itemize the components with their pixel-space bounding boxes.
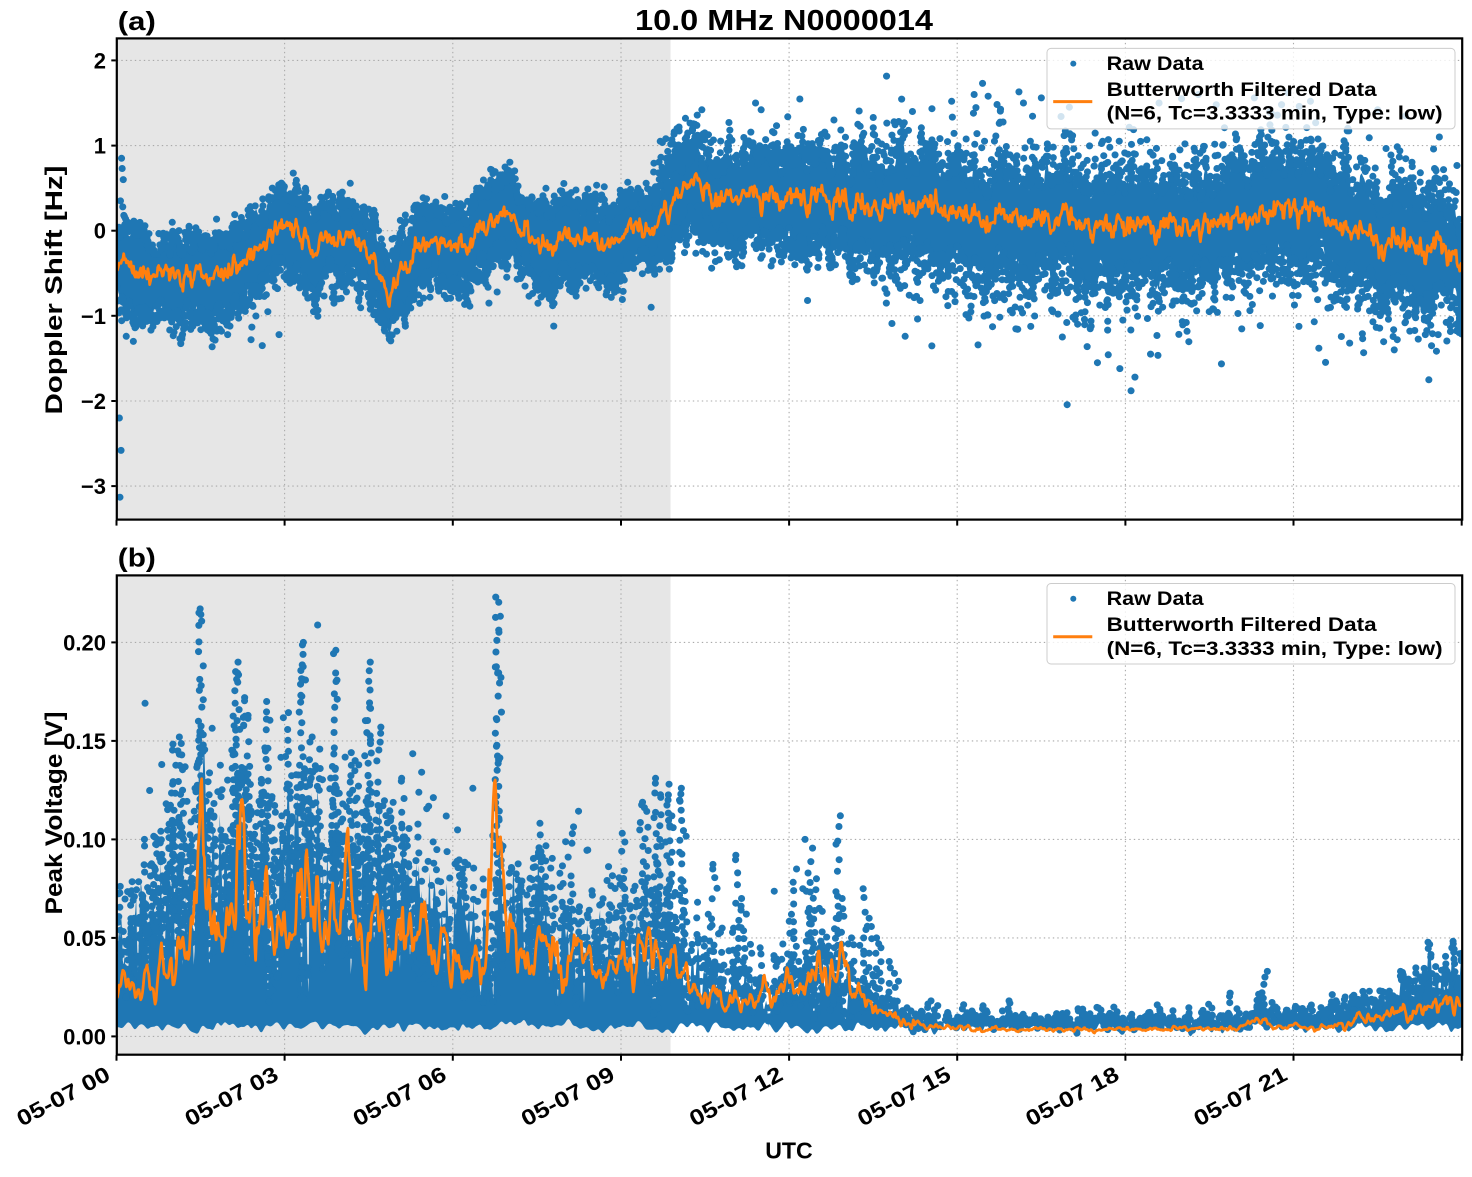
svg-text:1: 1 <box>94 134 106 159</box>
svg-text:2: 2 <box>94 48 106 73</box>
svg-text:0.10: 0.10 <box>63 827 106 852</box>
svg-text:Peak Voltage [V]: Peak Voltage [V] <box>41 712 68 915</box>
svg-text:(N=6, Tc=3.3333 min, Type: low: (N=6, Tc=3.3333 min, Type: low) <box>1107 104 1443 125</box>
svg-text:−3: −3 <box>81 474 106 499</box>
svg-text:0: 0 <box>94 219 106 244</box>
svg-text:Raw Data: Raw Data <box>1107 54 1204 75</box>
svg-text:0.15: 0.15 <box>63 729 106 754</box>
svg-text:(a): (a) <box>118 6 156 36</box>
svg-text:(N=6, Tc=3.3333 min, Type: low: (N=6, Tc=3.3333 min, Type: low) <box>1107 639 1443 660</box>
svg-text:UTC: UTC <box>765 1138 813 1164</box>
svg-text:(b): (b) <box>118 542 156 572</box>
svg-text:−1: −1 <box>81 304 106 329</box>
svg-text:Doppler Shift [Hz]: Doppler Shift [Hz] <box>41 166 68 415</box>
svg-text:0.00: 0.00 <box>63 1024 106 1049</box>
svg-text:Butterworth Filtered Data: Butterworth Filtered Data <box>1107 615 1377 636</box>
svg-text:−2: −2 <box>81 389 106 414</box>
svg-text:Raw Data: Raw Data <box>1107 589 1204 610</box>
svg-text:Butterworth Filtered Data: Butterworth Filtered Data <box>1107 80 1377 101</box>
svg-text:10.0 MHz N0000014: 10.0 MHz N0000014 <box>635 5 933 37</box>
svg-text:0.20: 0.20 <box>63 630 106 655</box>
svg-text:0.05: 0.05 <box>63 926 106 951</box>
